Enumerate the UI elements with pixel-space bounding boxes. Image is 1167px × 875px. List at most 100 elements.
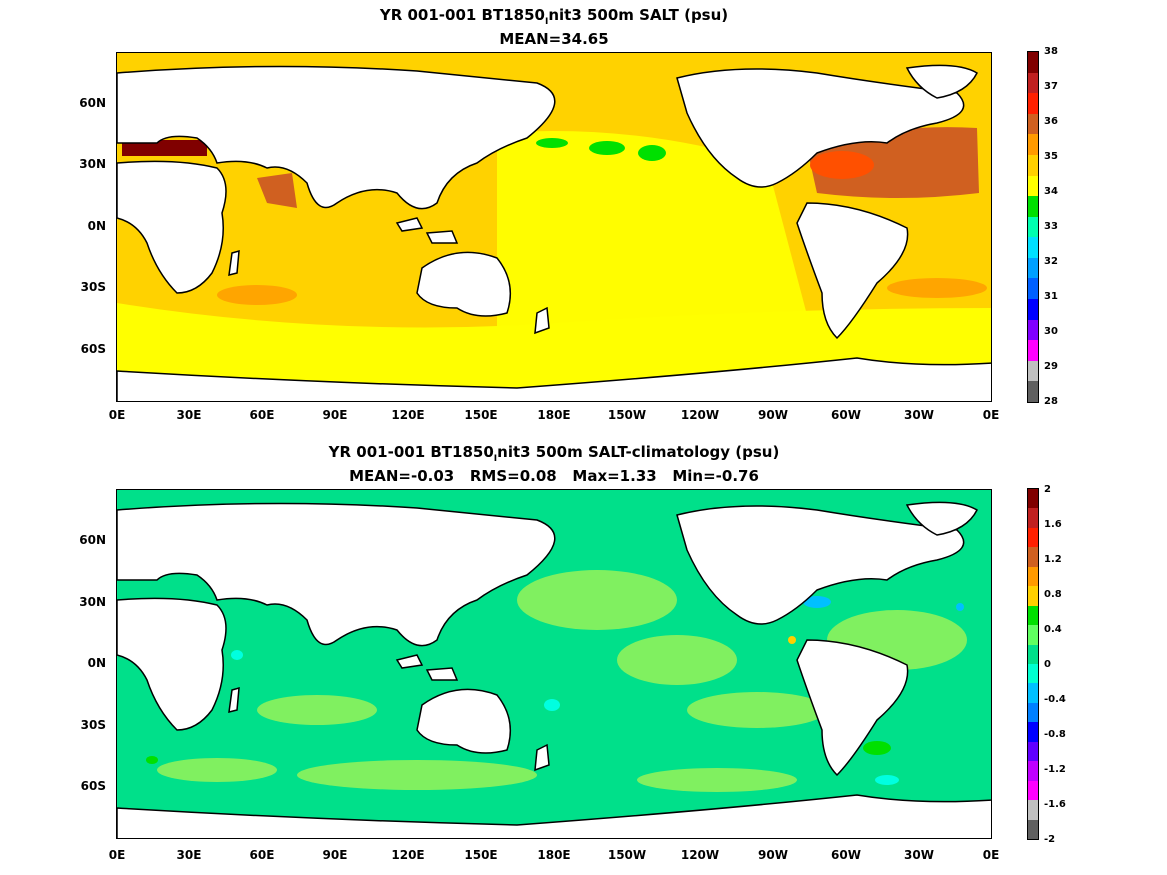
lon-label: 90E xyxy=(322,848,348,862)
lon-label: 30E xyxy=(176,848,202,862)
colorbar-label: 31 xyxy=(1044,291,1058,302)
colorbar-label: -1.6 xyxy=(1044,799,1066,810)
lon-label: 60E xyxy=(249,848,275,862)
bottom-colorbar xyxy=(1027,488,1039,840)
colorbar-label: 36 xyxy=(1044,116,1058,127)
lat-label-60n: 60N xyxy=(79,96,106,110)
colorbar-segment xyxy=(1028,625,1038,646)
colorbar-segment xyxy=(1028,134,1038,156)
lat-label-60n: 60N xyxy=(79,533,106,547)
salinity-map xyxy=(116,52,992,402)
lon-label: 150E xyxy=(464,848,498,862)
colorbar-segment xyxy=(1028,761,1038,782)
lon-label: 150E xyxy=(464,408,498,422)
lat-label-30n: 30N xyxy=(79,157,106,171)
colorbar-label: 30 xyxy=(1044,326,1058,337)
colorbar-segment xyxy=(1028,644,1038,665)
colorbar-segment xyxy=(1028,381,1038,403)
lon-label: 120W xyxy=(680,848,720,862)
colorbar-segment xyxy=(1028,508,1038,529)
colorbar-label: 37 xyxy=(1044,81,1058,92)
lat-label-60s: 60S xyxy=(80,779,106,793)
colorbar-label: -1.2 xyxy=(1044,764,1066,775)
colorbar-segment xyxy=(1028,489,1038,509)
colorbar-segment xyxy=(1028,605,1038,626)
colorbar-label: 0.8 xyxy=(1044,589,1062,600)
colorbar-segment xyxy=(1028,340,1038,362)
lon-label: 150W xyxy=(607,848,647,862)
colorbar-segment xyxy=(1028,819,1038,840)
lat-label-30n: 30N xyxy=(79,595,106,609)
colorbar-segment xyxy=(1028,741,1038,762)
colorbar-segment xyxy=(1028,257,1038,279)
bottom-map-stats: MEAN=-0.03 RMS=0.08 Max=1.33 Min=-0.76 xyxy=(349,467,759,485)
colorbar-label: -0.8 xyxy=(1044,729,1066,740)
colorbar-label: 35 xyxy=(1044,151,1058,162)
colorbar-label: 33 xyxy=(1044,221,1058,232)
salinity-map-canvas xyxy=(117,53,991,401)
colorbar-segment xyxy=(1028,52,1038,74)
lon-label: 0E xyxy=(982,408,1000,422)
lat-label-0n: 0N xyxy=(87,656,106,670)
lon-label: 0E xyxy=(108,848,126,862)
colorbar-label: -2 xyxy=(1044,834,1056,845)
colorbar-segment xyxy=(1028,299,1038,321)
lon-label: 180E xyxy=(537,408,571,422)
lon-label: 180E xyxy=(537,848,571,862)
lon-label: 60W xyxy=(831,848,861,862)
salinity-anomaly-map xyxy=(116,489,992,839)
colorbar-segment xyxy=(1028,547,1038,568)
colorbar-segment xyxy=(1028,800,1038,821)
colorbar-segment xyxy=(1028,586,1038,607)
salinity-anomaly-map-canvas xyxy=(117,490,991,838)
colorbar-segment xyxy=(1028,196,1038,218)
lon-label: 30E xyxy=(176,408,202,422)
colorbar-label: 32 xyxy=(1044,256,1058,267)
colorbar-segment xyxy=(1028,216,1038,238)
colorbar-segment xyxy=(1028,664,1038,684)
lat-label-30s: 30S xyxy=(80,718,106,732)
colorbar-segment xyxy=(1028,237,1038,259)
lon-label: 150W xyxy=(607,408,647,422)
colorbar-segment xyxy=(1028,154,1038,177)
colorbar-label: 2 xyxy=(1044,484,1051,495)
lon-label: 90W xyxy=(758,408,788,422)
lon-label: 60W xyxy=(831,408,861,422)
top-map-title: YR 001-001 BT1850Init3 500m SALT (psu) xyxy=(379,6,729,27)
colorbar-label: 34 xyxy=(1044,186,1058,197)
colorbar-label: 0.4 xyxy=(1044,624,1062,635)
lon-label: 0E xyxy=(108,408,126,422)
lat-label-60s: 60S xyxy=(80,342,106,356)
lon-label: 0E xyxy=(982,848,1000,862)
lon-label: 120E xyxy=(391,848,425,862)
lon-label: 120W xyxy=(680,408,720,422)
lon-label: 30W xyxy=(904,408,934,422)
colorbar-label: -0.4 xyxy=(1044,694,1066,705)
colorbar-segment xyxy=(1028,566,1038,587)
lon-label: 120E xyxy=(391,408,425,422)
colorbar-segment xyxy=(1028,175,1038,197)
colorbar-segment xyxy=(1028,72,1038,94)
colorbar-segment xyxy=(1028,360,1038,382)
colorbar-label: 1.2 xyxy=(1044,554,1062,565)
colorbar-segment xyxy=(1028,93,1038,115)
lon-label: 60E xyxy=(249,408,275,422)
colorbar-segment xyxy=(1028,113,1038,135)
top-map-mean: MEAN=34.65 xyxy=(499,30,609,48)
colorbar-label: 1.6 xyxy=(1044,519,1062,530)
colorbar-label: 0 xyxy=(1044,659,1051,670)
lat-label-30s: 30S xyxy=(80,280,106,294)
lon-label: 30W xyxy=(904,848,934,862)
colorbar-segment xyxy=(1028,702,1038,723)
colorbar-segment xyxy=(1028,278,1038,300)
colorbar-segment xyxy=(1028,319,1038,341)
colorbar-label: 38 xyxy=(1044,46,1058,57)
colorbar-label: 28 xyxy=(1044,396,1058,407)
lat-label-0n: 0N xyxy=(87,219,106,233)
bottom-map-title: YR 001-001 BT1850Init3 500m SALT-climato… xyxy=(328,443,780,464)
colorbar-segment xyxy=(1028,683,1038,704)
lon-label: 90E xyxy=(322,408,348,422)
colorbar-segment xyxy=(1028,722,1038,743)
top-colorbar xyxy=(1027,51,1039,403)
colorbar-segment xyxy=(1028,527,1038,548)
